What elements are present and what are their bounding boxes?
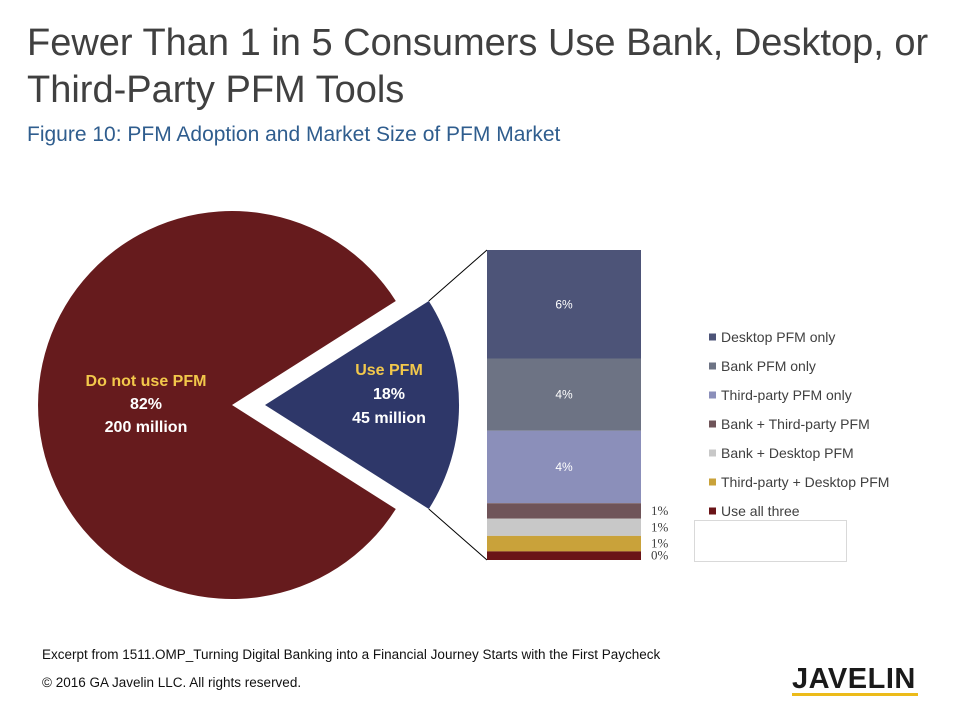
legend-label-bank-third-party-pfm: Bank + Third-party PFM <box>721 416 870 432</box>
connector-line-top <box>428 249 488 302</box>
legend-item: Use all three <box>709 503 800 519</box>
slide-title: Fewer Than 1 in 5 Consumers Use Bank, De… <box>27 20 928 114</box>
legend-marker-bank-pfm-only <box>709 362 716 370</box>
bar-label-third-party-desktop-pfm: 1% <box>651 536 669 551</box>
figure-caption: Figure 10: PFM Adoption and Market Size … <box>27 123 561 146</box>
legend: Desktop PFM only Bank PFM only Third-par… <box>709 329 889 519</box>
legend-label-desktop-pfm-only: Desktop PFM only <box>721 329 835 345</box>
legend-marker-desktop-pfm-only <box>709 333 716 341</box>
pie-labels: Do not use PFM 82% 200 million Use PFM 1… <box>86 362 426 436</box>
javelin-logo: JAVELIN <box>792 663 916 695</box>
pie-label-do-not-use-pfm-name: Do not use PFM <box>86 373 207 390</box>
bar-segment-third-party-pfm-only <box>487 430 641 504</box>
bar-label-use-all-three: 0% <box>651 548 669 563</box>
bar-label-bank-pfm-only: 4% <box>555 388 573 402</box>
stacked-bar <box>487 250 641 560</box>
bar-label-bank-desktop-pfm: 1% <box>651 519 669 534</box>
pie-slice-do-not-use-pfm <box>38 211 396 600</box>
pie-label-use-pfm-name: Use PFM <box>355 362 423 379</box>
bar-label-desktop-pfm-only: 6% <box>555 297 573 311</box>
bar-segment-bank-desktop-pfm <box>487 518 641 536</box>
legend-marker-third-party-desktop-pfm <box>709 478 716 486</box>
bar-segment-bank-pfm-only <box>487 358 641 431</box>
footer-excerpt: Excerpt from 1511.OMP_Turning Digital Ba… <box>42 647 661 662</box>
bar-segment-bank-third-party-pfm <box>487 503 641 519</box>
footer-copyright: © 2016 GA Javelin LLC. All rights reserv… <box>42 675 302 690</box>
legend-label-use-all-three: Use all three <box>721 503 800 519</box>
legend-label-third-party-desktop-pfm: Third-party + Desktop PFM <box>721 474 889 490</box>
legend-item: Third-party + Desktop PFM <box>709 474 889 490</box>
pie-slice-use-pfm <box>265 301 460 509</box>
bar-segment-desktop-pfm-only <box>487 250 641 359</box>
pie-label-use-pfm-percent: 18% <box>373 386 405 403</box>
empty-legend-box <box>694 520 847 562</box>
javelin-logo-underline <box>792 693 918 696</box>
legend-label-bank-desktop-pfm: Bank + Desktop PFM <box>721 445 854 461</box>
legend-item: Third-party PFM only <box>709 387 852 403</box>
bar-label-bank-third-party-pfm: 1% <box>651 503 669 518</box>
connector-line-bottom <box>428 508 488 561</box>
legend-item: Desktop PFM only <box>709 329 835 345</box>
pie-label-do-not-use-pfm-count: 200 million <box>105 419 188 436</box>
legend-item: Bank PFM only <box>709 358 816 374</box>
bar-label-third-party-pfm-only: 4% <box>555 460 573 474</box>
legend-marker-bank-third-party-pfm <box>709 420 716 428</box>
pie-label-do-not-use-pfm-percent: 82% <box>130 396 162 413</box>
legend-item: Bank + Third-party PFM <box>709 416 870 432</box>
bar-segment-third-party-desktop-pfm <box>487 535 641 552</box>
legend-marker-use-all-three <box>709 507 716 515</box>
title-line-1: Fewer Than 1 in 5 Consumers Use Bank, De… <box>27 22 929 64</box>
legend-label-bank-pfm-only: Bank PFM only <box>721 358 816 374</box>
legend-item: Bank + Desktop PFM <box>709 445 854 461</box>
bar-data-labels: 6% 4% 4% 1% 1% 1% 0% <box>555 297 668 562</box>
pie-chart <box>38 211 460 600</box>
pie-label-use-pfm-count: 45 million <box>352 410 426 427</box>
legend-marker-bank-desktop-pfm <box>709 449 716 457</box>
title-line-2: Third-Party PFM Tools <box>27 69 405 111</box>
legend-label-third-party-pfm-only: Third-party PFM only <box>721 387 852 403</box>
legend-marker-third-party-pfm-only <box>709 391 716 399</box>
bar-segment-use-all-three <box>487 551 641 560</box>
